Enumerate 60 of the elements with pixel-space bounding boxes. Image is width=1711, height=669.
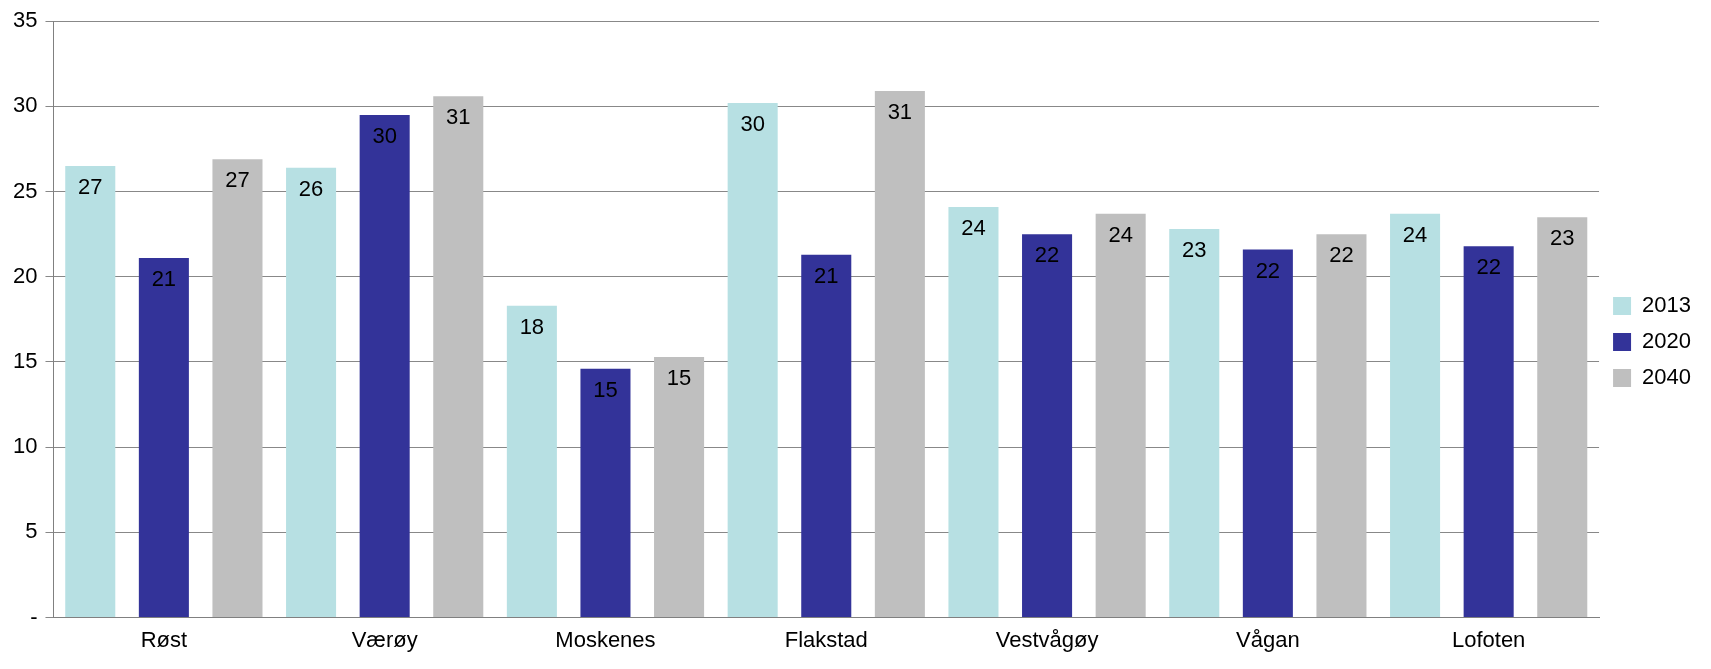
- x-tick-label: Lofoten: [1451, 626, 1526, 652]
- legend-label: 2020: [1642, 328, 1692, 354]
- data-label: 22: [1034, 242, 1060, 268]
- legend-label: 2013: [1642, 292, 1692, 318]
- bar: [727, 102, 778, 618]
- bar: [580, 368, 631, 618]
- data-label: 24: [1108, 221, 1133, 247]
- bar: [212, 159, 263, 618]
- data-label: 30: [740, 111, 765, 137]
- bar: [506, 305, 557, 618]
- bar: [1242, 249, 1293, 618]
- data-label: 22: [1255, 257, 1281, 283]
- data-label: 27: [78, 174, 103, 200]
- data-label: 15: [666, 364, 692, 390]
- data-label: 18: [519, 313, 545, 339]
- bar: [1537, 217, 1588, 618]
- y-tick-label: 15: [12, 348, 38, 374]
- data-label: 22: [1476, 254, 1501, 280]
- bar: [1022, 234, 1073, 618]
- bar: [1390, 213, 1441, 618]
- bar: [138, 258, 189, 618]
- y-tick-label: 5: [25, 518, 38, 544]
- y-tick-label: 35: [12, 7, 38, 33]
- y-tick-label: 20: [12, 262, 38, 288]
- bar: [1463, 246, 1514, 618]
- data-label: 31: [887, 99, 913, 125]
- data-label: 24: [1402, 221, 1428, 247]
- x-tick-label: Vågan: [1236, 626, 1300, 652]
- y-tick-label: -: [30, 603, 38, 629]
- bar: [65, 166, 116, 618]
- data-label: 30: [372, 122, 397, 148]
- x-tick-label: Flakstad: [784, 626, 868, 652]
- bar: [1095, 213, 1146, 618]
- bar: [948, 206, 999, 618]
- data-label: 24: [961, 215, 986, 240]
- y-tick-label: 30: [12, 92, 38, 118]
- bar: [801, 254, 852, 618]
- y-tick-label: 10: [12, 433, 38, 459]
- legend-label: 2040: [1642, 364, 1692, 390]
- bar: [1316, 234, 1367, 618]
- data-label: 21: [151, 266, 177, 292]
- data-label: 23: [1182, 237, 1207, 263]
- bar: [654, 356, 705, 618]
- data-label: 23: [1550, 225, 1575, 251]
- y-tick-label: 25: [12, 177, 38, 203]
- bar: [286, 167, 337, 618]
- bar: [874, 91, 925, 618]
- data-label: 22: [1329, 242, 1354, 268]
- bar: [1169, 229, 1220, 618]
- bar: [359, 114, 410, 618]
- data-label: 26: [298, 175, 324, 201]
- data-label: 21: [814, 262, 839, 288]
- bar: [433, 96, 484, 618]
- x-tick-label: Røst: [140, 626, 188, 652]
- x-tick-label: Vestvågøy: [995, 626, 1099, 652]
- x-tick-label: Moskenes: [555, 626, 656, 652]
- data-label: 27: [225, 167, 250, 193]
- data-label: 15: [593, 376, 618, 402]
- x-tick-label: Værøy: [351, 626, 418, 652]
- data-label: 31: [446, 104, 471, 130]
